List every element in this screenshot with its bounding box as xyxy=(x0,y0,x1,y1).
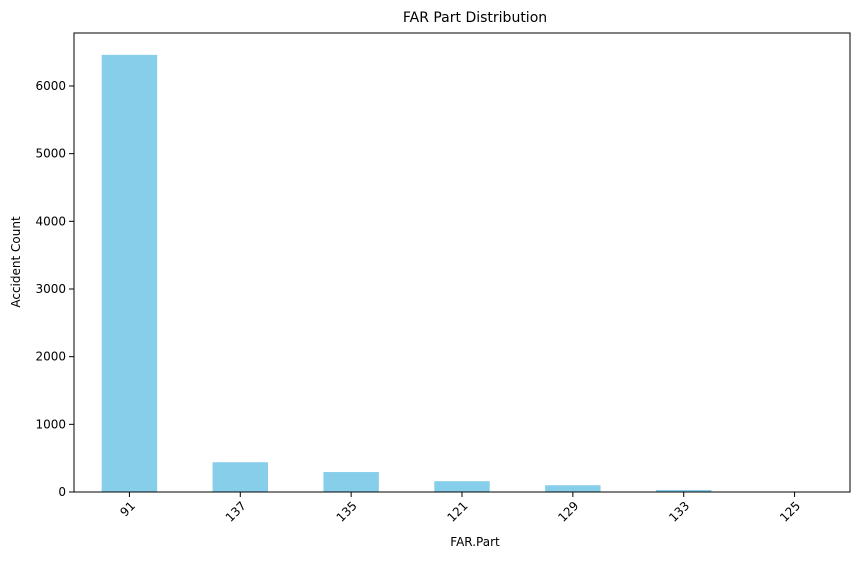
y-axis-label: Accident Count xyxy=(9,216,23,308)
y-tick-label: 0 xyxy=(58,485,66,499)
chart-title: FAR Part Distribution xyxy=(403,10,547,26)
bar-135 xyxy=(323,472,378,492)
x-axis-label: FAR.Part xyxy=(450,535,500,549)
y-tick-label: 5000 xyxy=(35,147,66,161)
x-tick-label: 91 xyxy=(117,499,138,520)
y-tick-label: 3000 xyxy=(35,282,66,296)
x-tick-label: 135 xyxy=(334,499,360,525)
y-tick-label: 1000 xyxy=(35,417,66,431)
bar-121 xyxy=(434,481,489,492)
x-tick-label: 125 xyxy=(777,499,803,525)
y-tick-label: 6000 xyxy=(35,79,66,93)
x-tick-label: 133 xyxy=(666,499,692,525)
bars-group xyxy=(102,55,823,492)
axes-group: 0 1000 2000 3000 4000 5000 6000 91 137 135 121 129 1… xyxy=(35,33,850,525)
bar-137 xyxy=(213,462,268,492)
plot-frame xyxy=(74,33,850,492)
y-tick-label: 2000 xyxy=(35,350,66,364)
y-tick-label: 4000 xyxy=(35,214,66,228)
x-tick-label: 137 xyxy=(223,499,249,525)
bar-91 xyxy=(102,55,157,492)
x-tick-label: 121 xyxy=(444,499,470,525)
x-tick-label: 129 xyxy=(555,499,581,525)
bar-129 xyxy=(545,485,600,492)
